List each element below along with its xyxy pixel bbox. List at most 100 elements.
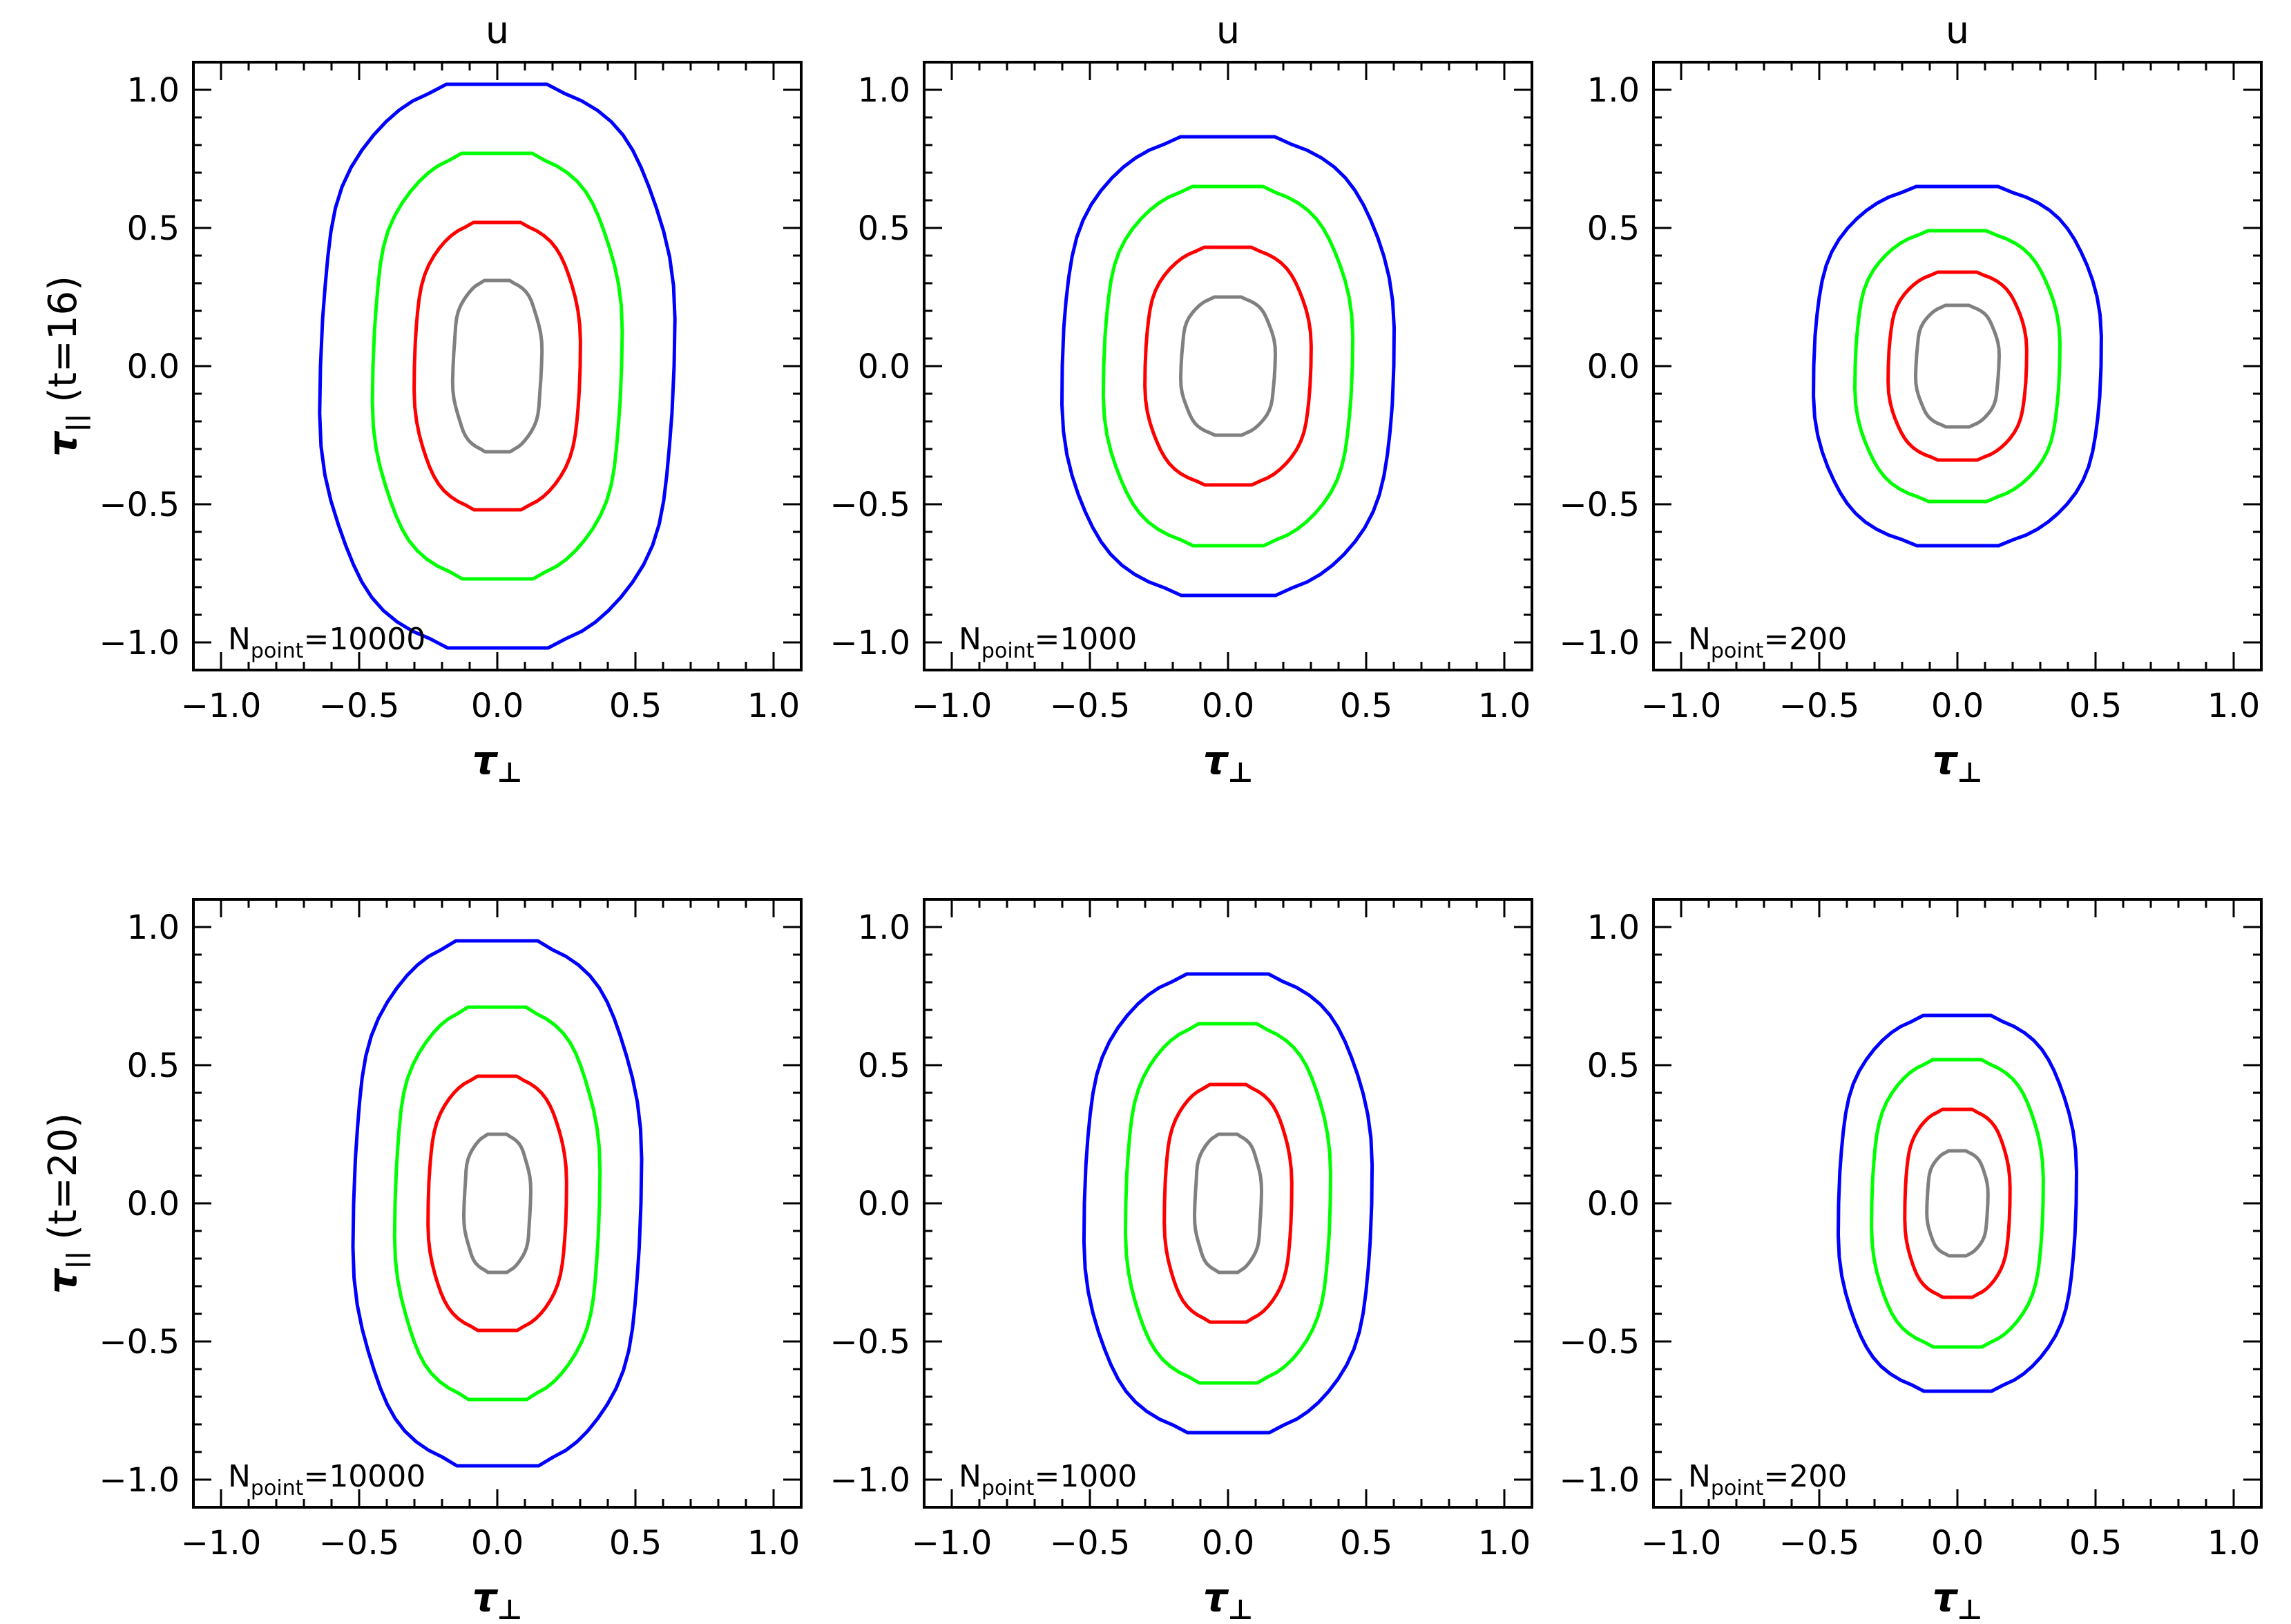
contour-gray — [1193, 1132, 1263, 1274]
y-tick-label: −0.5 — [1559, 1323, 1640, 1362]
npoint-label: Npoint=10000 — [228, 1459, 425, 1500]
plot-frame — [923, 61, 1533, 671]
tick-marks — [1653, 899, 2261, 1507]
x-tick-label: −0.5 — [319, 1524, 400, 1563]
x-tick-label: 1.0 — [2207, 1524, 2260, 1563]
contour-blue — [1060, 135, 1396, 598]
npoint-equals: = — [1763, 622, 1789, 657]
x-label-subscript: ⊥ — [497, 757, 523, 789]
panel-title: u — [486, 8, 509, 52]
y-tick-label: 0.5 — [858, 1047, 910, 1085]
x-tick-label: 0.5 — [609, 687, 662, 725]
contour-gray — [462, 1132, 533, 1274]
x-label-subscript: ⊥ — [1957, 1594, 1983, 1624]
x-tick-label: −0.5 — [319, 687, 400, 725]
contour-green — [1101, 184, 1355, 548]
y-label-suffix: (t=16) — [41, 276, 86, 403]
contour-green — [1124, 1022, 1332, 1385]
y-tick-label: 0.5 — [1587, 209, 1640, 248]
panel-0-0: −1.0 −0.5 0.0 0.5 1.0 1.0 0.5 0.0 −0.5 −1.0 u Npoin… — [99, 8, 803, 789]
npoint-value: 10000 — [329, 622, 425, 657]
y-tick-label: 0.5 — [127, 1047, 180, 1085]
x-label-symbol: τ — [1203, 738, 1229, 783]
x-label-subscript: ⊥ — [1228, 757, 1254, 789]
y-tick-label: −1.0 — [1559, 624, 1640, 662]
y-tick-label: −0.5 — [1559, 486, 1640, 524]
y-tick-label: 1.0 — [858, 71, 910, 110]
contour-blue — [1812, 184, 2103, 548]
x-tick-label: 1.0 — [1478, 1524, 1531, 1563]
y-tick-label: 0.0 — [1587, 1185, 1640, 1223]
x-label-symbol: τ — [472, 1576, 499, 1621]
npoint-equals: = — [1763, 1459, 1789, 1494]
y-label-subscript: || — [62, 1251, 90, 1269]
y-tick-label: 0.0 — [858, 347, 910, 386]
x-label-symbol: τ — [1933, 738, 1959, 783]
panel-1-2: −1.0 −0.5 0.0 0.5 1.0 1.0 0.5 0.0 −0.5 −1.0 Npoint… — [1559, 898, 2263, 1624]
panel-title: u — [1946, 8, 1969, 52]
npoint-symbol: N — [228, 622, 251, 657]
x-axis-label: τ⊥ — [1933, 1576, 1982, 1624]
panel-1-1: −1.0 −0.5 0.0 0.5 1.0 1.0 0.5 0.0 −0.5 −1.0 Npoint… — [830, 898, 1533, 1624]
y-label-symbol: τ — [41, 430, 86, 457]
npoint-label: Npoint=200 — [1688, 622, 1847, 663]
y-tick-label: −1.0 — [830, 1461, 910, 1500]
x-axis-label: τ⊥ — [472, 1576, 522, 1624]
x-tick-label: 0.0 — [1202, 687, 1254, 725]
tick-marks — [924, 62, 1532, 670]
contour-red — [1886, 270, 2029, 462]
x-tick-label: 0.0 — [1931, 687, 1984, 725]
x-axis-label: τ⊥ — [472, 738, 522, 789]
y-tick-label: 0.0 — [127, 1185, 180, 1223]
y-label-suffix: (t=20) — [41, 1113, 86, 1240]
tick-marks — [924, 899, 1532, 1507]
contour-gray — [1925, 1149, 1990, 1258]
npoint-label: Npoint=10000 — [228, 622, 425, 663]
contour-red — [426, 1074, 568, 1332]
y-tick-label: 0.0 — [1587, 347, 1640, 386]
npoint-subscript: point — [1711, 1476, 1764, 1500]
x-tick-label: −1.0 — [912, 687, 993, 725]
contour-gray — [1179, 295, 1277, 437]
x-tick-label: 1.0 — [747, 1524, 800, 1563]
contour-red — [1162, 1082, 1294, 1324]
y-tick-label: 1.0 — [127, 908, 180, 947]
y-tick-label: −1.0 — [830, 624, 910, 662]
npoint-equals: = — [303, 1459, 329, 1494]
npoint-subscript: point — [981, 639, 1035, 663]
contour-green — [1870, 1058, 2045, 1349]
npoint-symbol: N — [959, 1459, 981, 1494]
x-tick-label: 0.0 — [471, 687, 524, 725]
x-tick-label: 0.5 — [1340, 687, 1392, 725]
npoint-symbol: N — [1688, 1459, 1711, 1494]
x-tick-label: −0.5 — [1050, 687, 1131, 725]
y-tick-label: 0.5 — [127, 209, 180, 248]
x-tick-label: −0.5 — [1779, 1524, 1860, 1563]
npoint-value: 10000 — [329, 1459, 425, 1494]
contour-red — [1903, 1107, 2012, 1299]
y-tick-label: −0.5 — [99, 486, 180, 524]
x-label-symbol: τ — [1933, 1576, 1959, 1621]
y-tick-label: 1.0 — [1587, 71, 1640, 110]
npoint-label: Npoint=1000 — [959, 622, 1137, 663]
contour-blue — [1837, 1013, 2078, 1393]
x-axis-label: τ⊥ — [1933, 738, 1982, 789]
y-tick-label: 1.0 — [127, 71, 180, 110]
plot-frame — [1652, 61, 2263, 671]
npoint-symbol: N — [1688, 622, 1711, 657]
contour-red — [1143, 245, 1313, 487]
y-tick-label: −1.0 — [99, 624, 180, 662]
y-tick-label: 1.0 — [1587, 908, 1640, 947]
npoint-value: 200 — [1789, 622, 1847, 657]
x-tick-label: 0.0 — [471, 1524, 524, 1563]
x-tick-label: 1.0 — [2207, 687, 2260, 725]
y-tick-label: −0.5 — [99, 1323, 180, 1362]
y-tick-label: −0.5 — [830, 486, 910, 524]
contour-gray — [1914, 303, 2001, 429]
y-label-symbol: τ — [41, 1268, 86, 1294]
x-label-subscript: ⊥ — [1957, 757, 1983, 789]
y-tick-label: 0.0 — [127, 347, 180, 386]
y-tick-label: −1.0 — [99, 1461, 180, 1500]
contour-green — [392, 1005, 602, 1402]
x-tick-label: −1.0 — [1641, 1524, 1722, 1563]
